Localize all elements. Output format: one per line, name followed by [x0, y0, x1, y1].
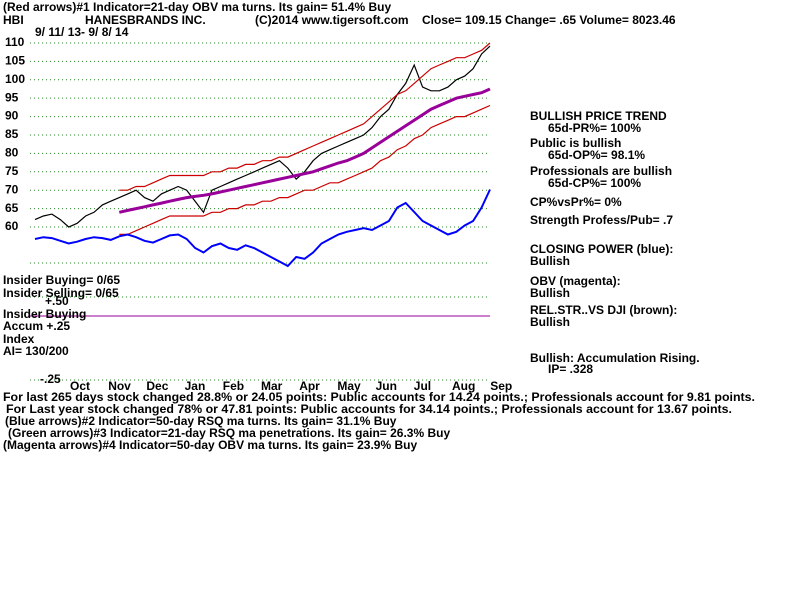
- date-range: 9/ 11/ 13- 9/ 8/ 14: [35, 25, 129, 39]
- left-text: Index: [3, 332, 35, 346]
- x-tick-label: Aug: [452, 379, 475, 393]
- series-line: [118, 87, 491, 214]
- side-text: Bullish: Accumulation Rising.: [530, 351, 700, 365]
- x-tick-label: Oct: [70, 379, 90, 393]
- y-tick-label: 110: [5, 35, 25, 49]
- side-text: CLOSING POWER (blue):: [530, 242, 673, 256]
- left-text: +.50: [45, 294, 69, 308]
- side-text: 65d-CP%= 100%: [548, 176, 641, 190]
- side-text: 65d-OP%= 98.1%: [548, 148, 645, 162]
- x-tick-label: Sep: [490, 379, 512, 393]
- x-tick-label: Apr: [299, 379, 320, 393]
- x-tick-label: Jan: [185, 379, 206, 393]
- x-tick-label: Feb: [223, 379, 244, 393]
- company: HANESBRANDS INC.: [85, 13, 206, 27]
- series-line: [34, 189, 491, 268]
- x-tick-label: May: [337, 379, 361, 393]
- y-tick-label: 105: [5, 54, 25, 68]
- side-text: Professionals are bullish: [530, 164, 672, 178]
- left-text: Accum +.25: [3, 319, 70, 333]
- series-line: [119, 104, 491, 235]
- series-line: [119, 42, 491, 191]
- left-text: Insider Selling= 0/65: [3, 286, 119, 300]
- footer: For last 265 days stock changed 28.8% or…: [3, 390, 755, 404]
- left-text: Insider Buying: [3, 307, 86, 321]
- side-text: Strength Profess/Pub= .7: [530, 213, 673, 227]
- left-text: -.25: [40, 372, 61, 386]
- side-text: BULLISH PRICE TREND: [530, 109, 667, 123]
- left-text: Insider Buying= 0/65: [3, 273, 120, 287]
- footer: (Magenta arrows)#4 Indicator=50-day OBV …: [3, 438, 417, 452]
- left-text: AI= 130/200: [3, 344, 69, 358]
- footer: (Green arrows)#3 Indicator=21-day RSQ ma…: [8, 426, 450, 440]
- y-tick-label: 65: [5, 201, 19, 215]
- side-text: Bullish: [530, 286, 570, 300]
- side-text: Bullish: [530, 254, 570, 268]
- copyright: (C)2014 www.tigersoft.com: [255, 13, 409, 27]
- y-tick-label: 90: [5, 109, 19, 123]
- header: (Red arrows)#1 Indicator=21-day OBV ma t…: [3, 0, 391, 14]
- x-tick-label: Nov: [108, 379, 131, 393]
- side-text: CP%vsPr%= 0%: [530, 195, 622, 209]
- quote: Close= 109.15 Change= .65 Volume= 8023.4…: [422, 13, 676, 27]
- side-text: Bullish: [530, 315, 570, 329]
- x-tick-label: Jul: [414, 379, 431, 393]
- y-tick-label: 85: [5, 127, 19, 141]
- y-tick-label: 75: [5, 164, 19, 178]
- footer: (Blue arrows)#2 Indicator=50-day RSQ ma …: [5, 414, 397, 428]
- y-tick-label: 100: [5, 72, 25, 86]
- side-text: 65d-PR%= 100%: [548, 121, 641, 135]
- side-text: IP= .328: [548, 362, 593, 376]
- side-text: Public is bullish: [530, 136, 621, 150]
- symbol: HBI: [3, 13, 24, 27]
- series-line: [34, 45, 491, 228]
- side-text: REL.STR..VS DJI (brown):: [530, 303, 677, 317]
- x-tick-label: Mar: [261, 379, 283, 393]
- side-text: OBV (magenta):: [530, 274, 621, 288]
- y-tick-label: 95: [5, 90, 19, 104]
- x-tick-label: Jun: [376, 379, 397, 393]
- x-tick-label: Dec: [146, 379, 168, 393]
- y-tick-label: 70: [5, 182, 19, 196]
- y-tick-label: 80: [5, 146, 19, 160]
- y-tick-label: 60: [5, 219, 19, 233]
- footer: For Last year stock changed 78% or 47.81…: [6, 402, 732, 416]
